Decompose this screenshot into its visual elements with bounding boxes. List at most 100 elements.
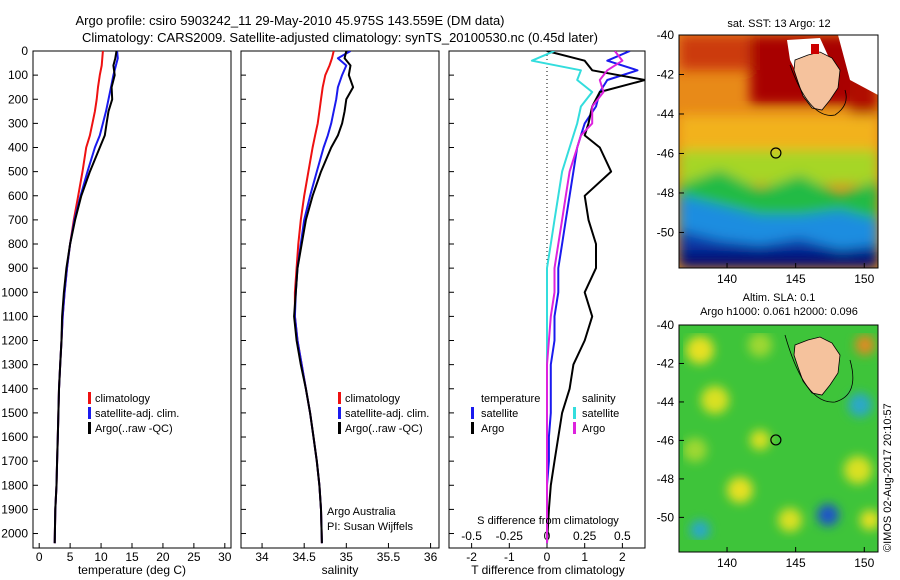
- x-tick-label: 25: [187, 550, 201, 564]
- lon-tick-label: 150: [854, 556, 874, 570]
- depth-tick-label: 1600: [1, 430, 28, 444]
- sst-map-axes: 140 145 150 -40 -42 -44 -46 -48 -50: [657, 28, 875, 286]
- tasmania-landmass: [793, 51, 841, 111]
- s-tick-label: 0.5: [614, 529, 631, 543]
- depth-tick-label: 1900: [1, 502, 28, 516]
- lat-tick-label: -48: [657, 186, 675, 200]
- tasmania-landmass-sla: [793, 336, 841, 396]
- legend-label-satellite: satellite-adj. clim.: [95, 408, 179, 420]
- depth-tick-label: 700: [8, 213, 28, 227]
- depth-tick-label: 500: [8, 165, 28, 179]
- salinity-axes-frame: [240, 50, 440, 549]
- temperature-axes-frame: [32, 50, 232, 549]
- figure-title-line1: Argo profile: csiro 5903242_11 29-May-20…: [75, 13, 504, 28]
- legend-label-climatology: climatology: [345, 393, 401, 405]
- profile-line-argo-raw-qc-: [53, 51, 118, 544]
- salinity-legend: climatology satellite-adj. clim. Argo(..…: [338, 392, 429, 435]
- lat-tick-label: -44: [657, 107, 675, 121]
- depth-tick-label: 100: [8, 68, 28, 82]
- legend-swatch-t-argo: [471, 422, 474, 434]
- sst-map-title: sat. SST: 13 Argo: 12: [727, 18, 830, 30]
- depth-tick-label: 0: [21, 44, 28, 58]
- sla-map-subtitle: Argo h1000: 0.061 h2000: 0.096: [700, 306, 858, 318]
- legend-label-argo: Argo(..raw -QC): [345, 423, 423, 435]
- legend-head-salinity: salinity: [582, 393, 616, 405]
- difference-profiles: [530, 51, 645, 544]
- temperature-x-axis: 0 5 10 15 20 25 30: [36, 543, 232, 564]
- x-tick-label: -2: [466, 550, 477, 564]
- lat-tick-label: -40: [657, 28, 675, 42]
- depth-tick-label: 200: [8, 92, 28, 106]
- sst-field: [679, 35, 878, 268]
- imos-timestamp: ©IMOS 02-Aug-2017 20:10:57: [882, 403, 894, 552]
- temperature-profiles: [53, 51, 119, 544]
- x-tick-label: 1: [581, 550, 588, 564]
- salinity-axis-label: salinity: [322, 563, 359, 577]
- lon-tick-label: 140: [717, 556, 737, 570]
- legend-label-t-satellite: satellite: [481, 408, 518, 420]
- salinity-profiles: [293, 51, 355, 544]
- depth-tick-label: 400: [8, 141, 28, 155]
- depth-tick-label: 1300: [1, 358, 28, 372]
- s-tick-label: -0.5: [461, 529, 482, 543]
- argo-float-position-marker: [770, 147, 782, 159]
- depth-tick-label: 1100: [2, 309, 28, 323]
- legend-label-s-argo: Argo: [582, 423, 605, 435]
- sst-map: sat. SST: 13 Argo: 12 140 145 150 -40 -42 -44…: [657, 18, 879, 286]
- legend-swatch-satellite: [88, 407, 91, 419]
- legend-swatch-climatology: [338, 392, 341, 404]
- profile-line-temperature-argo: [546, 51, 645, 544]
- figure-title-line2: Climatology: CARS2009. Satellite-adjuste…: [82, 30, 598, 45]
- depth-tick-label: 600: [8, 189, 28, 203]
- t-difference-axis-label: T difference from climatology: [471, 563, 625, 577]
- lat-tick-label: -48: [657, 472, 675, 486]
- salinity-x-axis: 34 34.5 35 35.5 36: [255, 543, 438, 564]
- depth-tick-label: 2000: [1, 527, 28, 541]
- lat-tick-label: -42: [657, 356, 675, 370]
- lon-tick-label: 150: [854, 272, 874, 286]
- x-tick-label: -1: [504, 550, 515, 564]
- temperature-legend: climatology satellite-adj. clim. Argo(..…: [88, 392, 179, 435]
- x-tick-label: 30: [218, 550, 232, 564]
- x-tick-label: 10: [94, 550, 108, 564]
- x-tick-label: 0: [544, 550, 551, 564]
- x-tick-label: 34.5: [293, 550, 317, 564]
- depth-tick-label: 1800: [1, 478, 28, 492]
- legend-label-climatology: climatology: [95, 393, 151, 405]
- legend-swatch-t-satellite: [471, 407, 474, 419]
- sla-field: [679, 325, 878, 552]
- depth-tick-label: 1500: [1, 406, 28, 420]
- depth-tick-label: 1700: [1, 454, 28, 468]
- lat-tick-label: -50: [657, 510, 675, 524]
- credit-line1: Argo Australia: [327, 506, 396, 518]
- x-tick-label: 15: [125, 550, 139, 564]
- legend-swatch-climatology: [88, 392, 91, 404]
- legend-swatch-argo: [338, 422, 341, 434]
- sla-map-title: Altim. SLA: 0.1: [743, 292, 816, 304]
- lat-tick-label: -40: [657, 318, 675, 332]
- lon-tick-label: 140: [717, 272, 737, 286]
- sla-map: Altim. SLA: 0.1 Argo h1000: 0.061 h2000:…: [657, 292, 879, 570]
- credit-line2: PI: Susan Wijffels: [327, 521, 413, 533]
- legend-label-argo: Argo(..raw -QC): [95, 423, 173, 435]
- legend-swatch-argo: [88, 422, 91, 434]
- lon-tick-label: 145: [786, 556, 806, 570]
- legend-label-t-argo: Argo: [481, 423, 504, 435]
- legend-label-satellite: satellite-adj. clim.: [345, 408, 429, 420]
- x-tick-label: 5: [67, 550, 74, 564]
- argo-float-position-marker: [770, 434, 782, 446]
- legend-head-temperature: temperature: [481, 393, 540, 405]
- depth-tick-label: 300: [8, 116, 28, 130]
- profile-line-salinity-argo: [546, 51, 624, 544]
- x-tick-label: 35.5: [377, 550, 401, 564]
- legend-swatch-s-argo: [573, 422, 576, 434]
- lat-tick-label: -46: [657, 146, 675, 160]
- profile-line-argo-raw-qc-: [293, 51, 355, 544]
- x-tick-label: 35: [340, 550, 354, 564]
- x-tick-label: 2: [619, 550, 626, 564]
- lat-tick-label: -50: [657, 225, 675, 239]
- legend-label-s-satellite: satellite: [582, 408, 619, 420]
